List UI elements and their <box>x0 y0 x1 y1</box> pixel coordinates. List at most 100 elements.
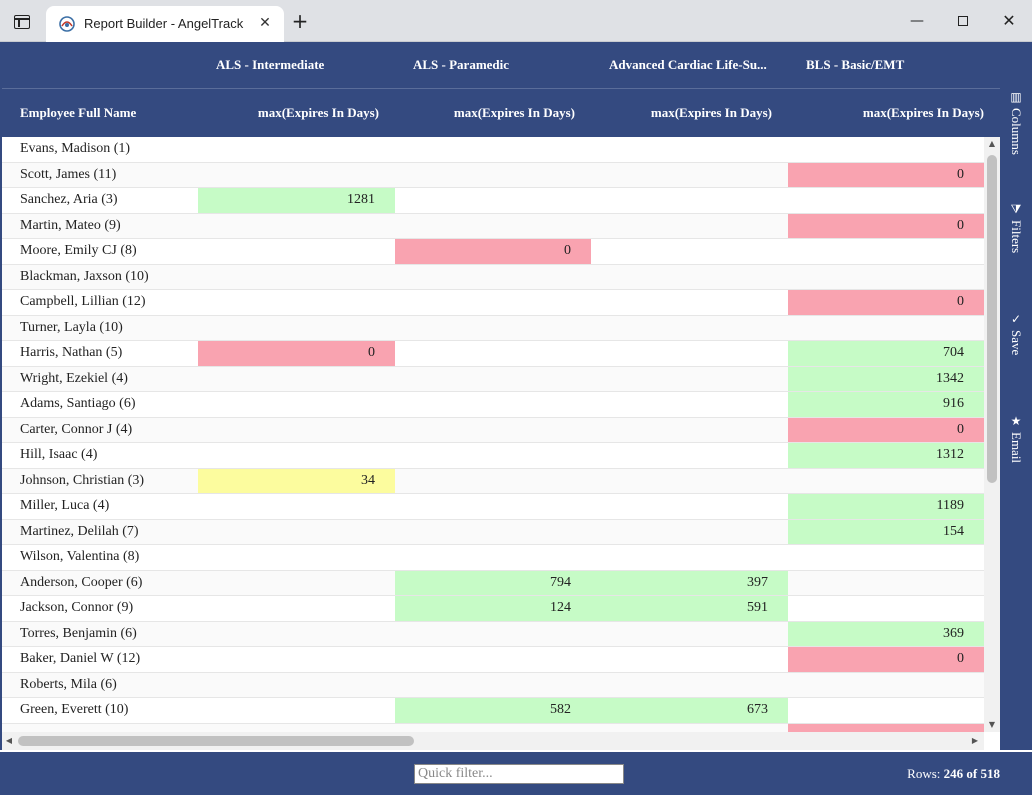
table-row[interactable]: Johnson, Christian (3) 34 <box>2 468 984 494</box>
expires-days-cell <box>395 163 591 188</box>
sidebar-columns-button[interactable]: ▥ Columns <box>1000 90 1032 155</box>
column-header-expires-2[interactable]: max(Expires In Days) <box>453 105 575 120</box>
expires-days-cell <box>395 622 591 647</box>
table-row[interactable]: Campbell, Lillian (12) 0 <box>2 290 984 316</box>
table-row[interactable]: Roberts, Mila (6) <box>2 672 984 698</box>
expires-days-cell <box>395 290 591 315</box>
expires-days-cell <box>788 265 984 290</box>
expires-days-cell <box>788 723 984 732</box>
expires-days-cell <box>591 239 788 264</box>
column-header-expires-1[interactable]: max(Expires In Days) <box>257 105 379 120</box>
expires-days-cell <box>788 571 984 596</box>
expires-days-cell <box>788 188 984 213</box>
expires-days-cell: 1281 <box>198 188 395 213</box>
sidebar-filters-button[interactable]: ⧩ Filters <box>1000 202 1032 253</box>
column-header-employee-name[interactable]: Employee Full Name <box>20 105 137 120</box>
expires-days-cell: 0 <box>395 239 591 264</box>
vertical-scroll-thumb[interactable] <box>987 155 997 483</box>
expires-days-cell <box>395 316 591 341</box>
expires-days-cell: 124 <box>395 596 591 621</box>
column-header-expires-4[interactable]: max(Expires In Days) <box>862 105 984 120</box>
expires-days-cell <box>788 596 984 621</box>
horizontal-scrollbar[interactable]: ◀ ▶ <box>2 732 984 750</box>
table-row[interactable]: Scott, James (11) 0 <box>2 162 984 188</box>
scroll-down-icon[interactable]: ▼ <box>988 720 996 729</box>
expires-days-cell <box>395 367 591 392</box>
expires-days-cell <box>395 647 591 672</box>
column-header-expires-3[interactable]: max(Expires In Days) <box>650 105 772 120</box>
table-row[interactable]: Wilson, Valentina (8) <box>2 545 984 571</box>
filter-icon: ⧩ <box>1010 202 1022 216</box>
expires-days-cell <box>198 698 395 723</box>
browser-tab[interactable]: Report Builder - AngelTrack ✕ <box>46 6 284 42</box>
expires-days-cell: 1312 <box>788 443 984 468</box>
expires-days-cell <box>198 392 395 417</box>
table-row[interactable]: Moore, Emily CJ (8) 0 <box>2 239 984 265</box>
expires-days-cell <box>788 698 984 723</box>
expires-days-cell: 34 <box>198 468 395 493</box>
expires-days-cell: 591 <box>591 596 788 621</box>
table-row[interactable]: Harris, Nathan (5) 0 704 <box>2 341 984 367</box>
expires-days-cell <box>198 596 395 621</box>
star-icon: ★ <box>1010 414 1022 428</box>
employee-name-cell: Anderson, Cooper (6) <box>20 574 143 590</box>
expires-days-cell <box>395 545 591 570</box>
expires-days-cell <box>198 163 395 188</box>
expires-days-cell <box>198 316 395 341</box>
expires-days-cell <box>198 673 395 698</box>
table-row[interactable]: Turner, Layla (10) <box>2 315 984 341</box>
expires-days-cell <box>591 188 788 213</box>
horizontal-scroll-thumb[interactable] <box>18 736 414 746</box>
table-row[interactable]: Wright, Ezekiel (4) 1342 <box>2 366 984 392</box>
table-row[interactable]: Baker, Daniel W (12) 0 <box>2 647 984 673</box>
table-row[interactable]: Adams, Santiago (6) 916 <box>2 392 984 418</box>
sidebar-toggle-icon[interactable] <box>14 15 30 29</box>
sidebar-save-button[interactable]: ✓ Save <box>1000 312 1032 355</box>
table-row[interactable]: Hill, Isaac (4) 1312 <box>2 443 984 469</box>
table-row[interactable]: Torres, Benjamin (6) 369 <box>2 621 984 647</box>
expires-days-cell <box>591 341 788 366</box>
vertical-scrollbar[interactable]: ▲ ▼ <box>984 137 1000 732</box>
table-row[interactable]: Blackman, Jaxson (10) <box>2 264 984 290</box>
window-close-button[interactable]: ✕ <box>1002 11 1016 30</box>
table-row[interactable]: Carter, Connor J (4) 0 <box>2 417 984 443</box>
expires-days-cell <box>198 137 395 162</box>
employee-name-cell: Wilson, Valentina (8) <box>20 549 140 565</box>
group-header-0 <box>2 42 198 88</box>
grid-body[interactable]: Evans, Madison (1) Scott, James (11) 0 Sanc… <box>2 137 984 732</box>
expires-days-cell <box>591 265 788 290</box>
group-header-1: ALS - Intermediate <box>216 57 325 72</box>
employee-name-cell: Jackson, Connor (9) <box>20 600 134 616</box>
table-row[interactable]: Martinez, Delilah (7) 154 <box>2 519 984 545</box>
expires-days-cell <box>395 341 591 366</box>
table-row[interactable]: Jackson, Connor (9) 124 591 <box>2 596 984 622</box>
table-row[interactable]: Green, Everett (10) 582 673 <box>2 698 984 724</box>
sidebar-email-button[interactable]: ★ Email <box>1000 414 1032 463</box>
new-tab-button[interactable]: + <box>291 9 309 33</box>
expires-days-cell <box>198 265 395 290</box>
expires-days-cell <box>591 163 788 188</box>
maximize-button[interactable] <box>940 6 986 36</box>
expires-days-cell: 154 <box>788 519 984 544</box>
expires-days-cell <box>788 673 984 698</box>
table-row[interactable]: Sanchez, Aria (3) 1281 <box>2 188 984 214</box>
scroll-right-icon[interactable]: ▶ <box>971 736 979 745</box>
table-row[interactable]: Miller, Luca (4) 1189 <box>2 494 984 520</box>
minimize-button[interactable]: — <box>910 13 924 29</box>
quick-filter-input[interactable] <box>414 764 624 784</box>
expires-days-cell <box>395 673 591 698</box>
expires-days-cell: 0 <box>788 647 984 672</box>
expires-days-cell <box>591 418 788 443</box>
expires-days-cell: 397 <box>591 570 788 595</box>
table-row[interactable]: Evans, Madison (1) <box>2 137 984 163</box>
expires-days-cell: 582 <box>395 698 591 723</box>
rows-count: 246 of 518 <box>943 766 1000 781</box>
scroll-left-icon[interactable]: ◀ <box>5 736 13 745</box>
scroll-up-icon[interactable]: ▲ <box>988 139 996 148</box>
table-row[interactable]: Martin, Mateo (9) 0 <box>2 213 984 239</box>
table-row[interactable] <box>2 723 984 732</box>
expires-days-cell <box>591 622 788 647</box>
expires-days-cell <box>591 367 788 392</box>
table-row[interactable]: Anderson, Cooper (6) 794 397 <box>2 570 984 596</box>
tab-close-icon[interactable]: ✕ <box>259 15 271 31</box>
